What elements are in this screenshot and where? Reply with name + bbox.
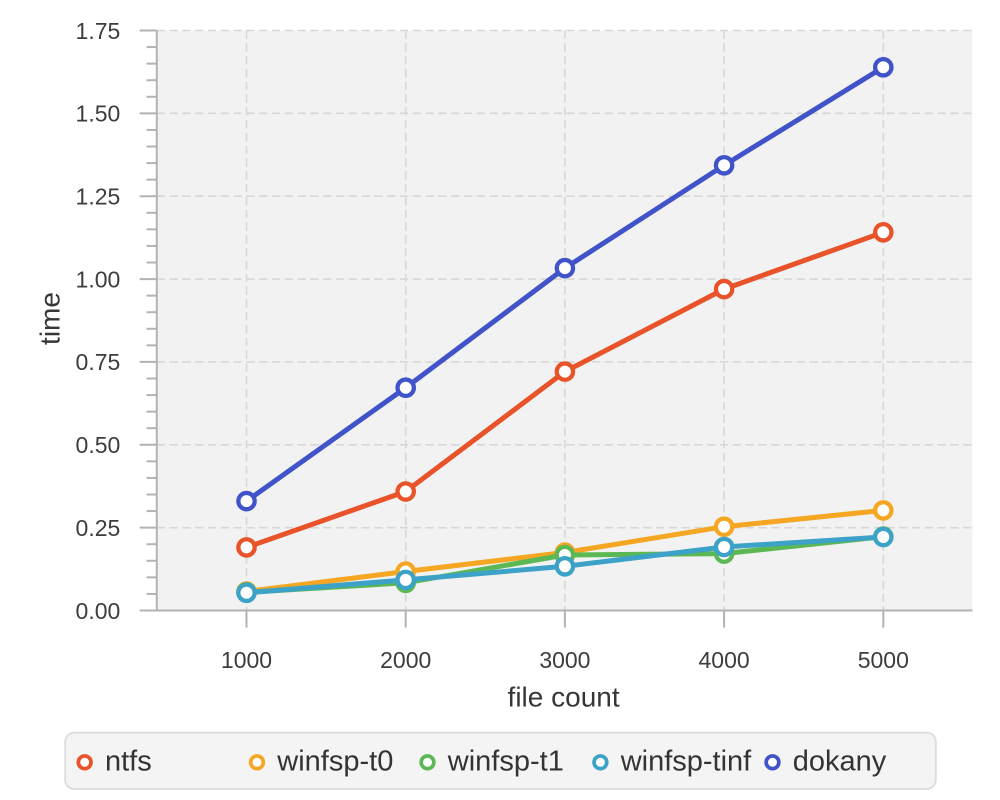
svg-text:file count: file count (508, 681, 620, 712)
svg-text:4000: 4000 (699, 647, 750, 673)
svg-text:1.75: 1.75 (76, 18, 121, 44)
svg-text:0.00: 0.00 (76, 598, 121, 624)
svg-text:1000: 1000 (221, 647, 272, 673)
svg-text:ntfs: ntfs (105, 746, 152, 778)
svg-text:1.00: 1.00 (76, 266, 121, 292)
svg-text:1.25: 1.25 (76, 184, 121, 210)
svg-text:winfsp-t1: winfsp-t1 (447, 746, 564, 778)
svg-text:winfsp-t0: winfsp-t0 (276, 746, 393, 778)
svg-text:2000: 2000 (380, 647, 431, 673)
svg-text:5000: 5000 (858, 647, 909, 673)
svg-text:dokany: dokany (793, 746, 887, 778)
svg-text:1.50: 1.50 (76, 101, 121, 127)
svg-text:3000: 3000 (539, 647, 590, 673)
svg-text:0.50: 0.50 (76, 432, 121, 458)
svg-text:time: time (35, 292, 66, 345)
svg-text:0.25: 0.25 (76, 515, 121, 541)
svg-text:0.75: 0.75 (76, 349, 121, 375)
svg-text:winfsp-tinf: winfsp-tinf (620, 746, 752, 778)
